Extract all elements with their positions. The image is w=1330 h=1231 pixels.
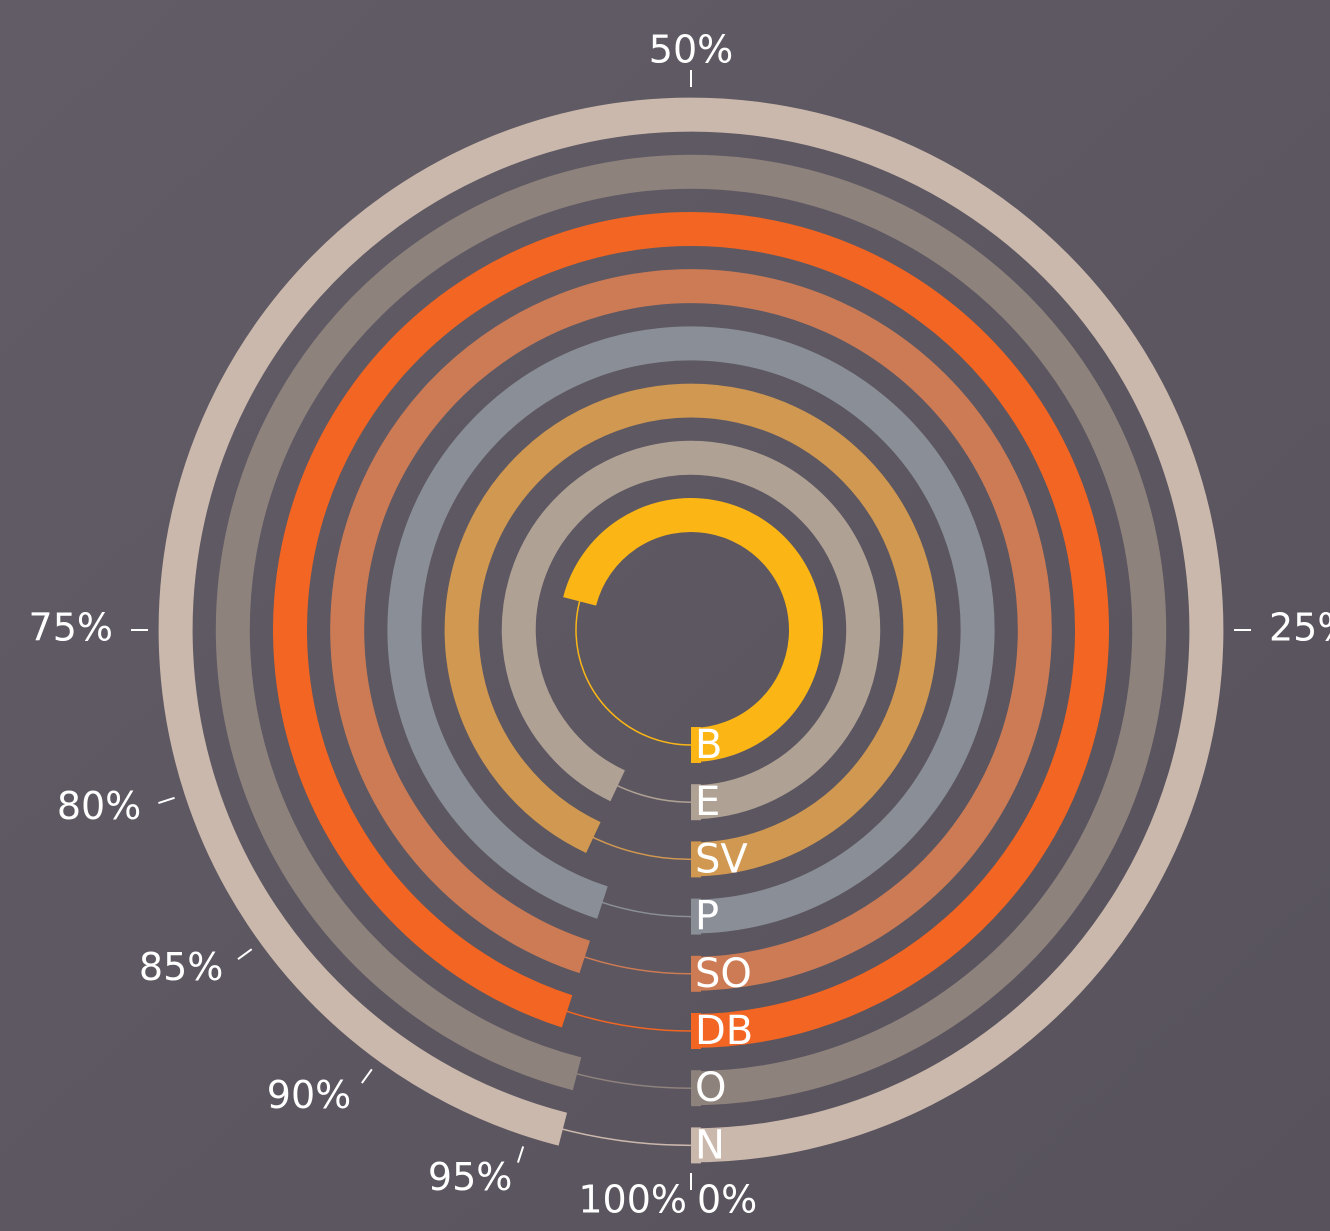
radial-bar [501, 440, 881, 820]
tick-label: 80% [57, 784, 141, 828]
tick-mark [237, 948, 253, 960]
label-swatch [691, 898, 701, 935]
radial-bar [273, 212, 1110, 1048]
tick-label: 90% [267, 1073, 351, 1117]
label-swatch [691, 841, 701, 878]
category-label: B [695, 722, 722, 768]
tick-label: 100% [578, 1178, 687, 1222]
radial-bar [387, 326, 995, 934]
tick-label: 0% [697, 1178, 757, 1222]
radial-bar [330, 269, 1052, 991]
category-label: DB [695, 1008, 753, 1054]
label-swatch [691, 727, 701, 763]
tick-label: 25% [1269, 606, 1330, 650]
radial-bar [563, 498, 823, 762]
tick-label: 75% [29, 606, 113, 650]
radial-bar [158, 97, 1224, 1163]
category-label: SO [695, 951, 752, 997]
label-swatch [691, 1070, 701, 1107]
category-label: O [695, 1065, 726, 1111]
tick-mark [516, 1146, 525, 1163]
tick-mark [361, 1068, 373, 1084]
category-label: P [695, 894, 719, 940]
label-swatch [691, 784, 701, 821]
tick-label: 95% [428, 1155, 512, 1199]
category-label: SV [695, 836, 748, 882]
category-label: N [695, 1122, 725, 1168]
tick-label: 85% [139, 945, 223, 989]
tick-label: 50% [649, 28, 733, 72]
tick-mark [158, 796, 175, 805]
radial-bar [444, 383, 938, 877]
radial-bar [215, 154, 1167, 1106]
category-label: E [695, 779, 720, 825]
label-swatch [691, 1013, 701, 1049]
label-swatch [691, 955, 701, 992]
label-swatch [691, 1127, 701, 1164]
